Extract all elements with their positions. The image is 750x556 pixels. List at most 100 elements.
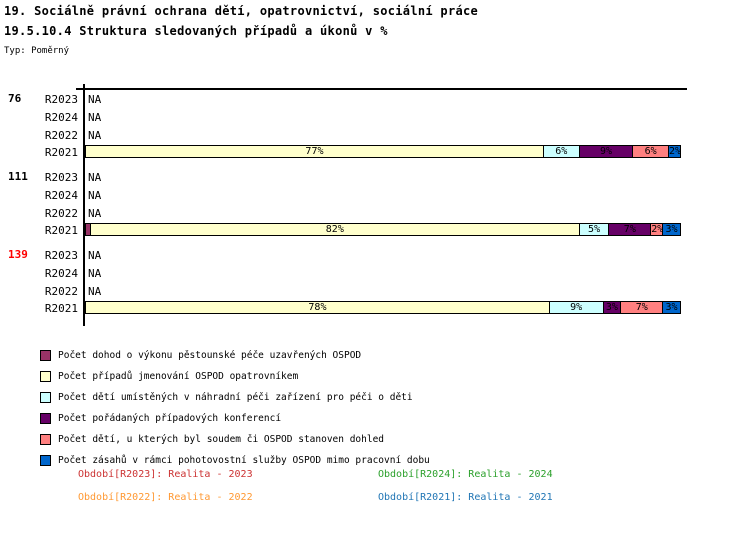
bar-segment-value: 2% xyxy=(669,146,681,158)
axis-top-line xyxy=(76,88,687,90)
legend-label: Počet pořádaných případových konferencí xyxy=(58,413,282,424)
bar-segment: 9% xyxy=(549,301,604,315)
chart-row-R2021: R2021 82% 5% 7% 2% 3% xyxy=(0,223,750,241)
na-value: NA xyxy=(88,110,102,124)
row-period-label: R2023 xyxy=(44,171,78,184)
row-period-label: R2022 xyxy=(44,284,78,298)
legend-label: Počet dětí, u kterých byl soudem či OSPO… xyxy=(58,434,385,445)
bar-segment: 7% xyxy=(621,301,664,315)
chart-row-R2022: R2022 NA xyxy=(0,284,750,302)
row-period-label: R2021 xyxy=(44,224,78,238)
bar-segment: 3% xyxy=(663,301,681,315)
row-period-label: R2021 xyxy=(44,302,78,316)
row-period-label: R2024 xyxy=(44,266,78,280)
bar-segment-value: 9% xyxy=(570,302,583,314)
bar-segment-value: 3% xyxy=(605,302,618,314)
legend-item: Počet dětí, u kterých byl soudem či OSPO… xyxy=(40,429,430,450)
legend-label: Počet dohod o výkonu pěstounské péče uza… xyxy=(58,350,362,361)
bar-segment: 5% xyxy=(579,223,610,237)
bar-segment-value: 78% xyxy=(308,302,327,314)
legend-swatch xyxy=(40,413,51,424)
bar-segment: 3% xyxy=(663,223,681,237)
bar-segment-value: 7% xyxy=(635,302,648,314)
row-period-label: R2022 xyxy=(44,128,78,142)
stacked-bar: 78% 9% 3% 7% 3% xyxy=(85,301,681,315)
bar-segment: 9% xyxy=(579,145,634,159)
bar-group-76: 76 R2023 NA R2024 NA R2022 NA R2021 77% 6% 9% 6% 2% xyxy=(0,90,750,168)
legend-swatch xyxy=(40,455,51,466)
chart-row-R2023: R2023 NA xyxy=(0,170,750,188)
bar-segment-value: 3% xyxy=(665,302,678,314)
bar-segment xyxy=(85,223,91,237)
bar-segment: 78% xyxy=(85,301,550,315)
row-period-label: R2023 xyxy=(44,93,78,106)
stacked-bar: 77% 6% 9% 6% 2% xyxy=(85,145,681,159)
bar-segment-value: 7% xyxy=(623,224,636,236)
bar-segment-value: 9% xyxy=(599,146,612,158)
bar-segment: 2% xyxy=(669,145,681,159)
chart-row-R2022: R2022 NA xyxy=(0,206,750,224)
period-definition: Období[R2021]: Realita - 2021 xyxy=(378,492,553,503)
legend-item: Počet případů jmenování OSPOD opatrovník… xyxy=(40,366,430,387)
chart-row-R2024: R2024 NA xyxy=(0,266,750,284)
row-period-label: R2023 xyxy=(44,249,78,262)
na-value: NA xyxy=(88,188,102,202)
chart-row-R2021: R2021 77% 6% 9% 6% 2% xyxy=(0,145,750,163)
chart-row-R2024: R2024 NA xyxy=(0,110,750,128)
chart-row-R2024: R2024 NA xyxy=(0,188,750,206)
chart-row-R2023: R2023 NA xyxy=(0,92,750,110)
group-id-label: 139 xyxy=(8,248,28,261)
bar-segment-value: 77% xyxy=(305,146,324,158)
bar-segment-value: 3% xyxy=(665,224,678,236)
bar-segment-value: 2% xyxy=(651,224,664,236)
report-title-line2: 19.5.10.4 Struktura sledovaných případů … xyxy=(4,24,388,38)
bar-group-111: 111 R2023 NA R2024 NA R2022 NA R2021 82% 5% 7% 2% 3% xyxy=(0,168,750,246)
group-id-label: 111 xyxy=(8,170,28,183)
bar-segment-value: 6% xyxy=(555,146,568,158)
legend-swatch xyxy=(40,350,51,361)
bar-chart-area: 76 R2023 NA R2024 NA R2022 NA R2021 77% 6% 9% 6% 2% 1… xyxy=(0,90,750,324)
legend-label: Počet případů jmenování OSPOD opatrovník… xyxy=(58,371,299,382)
na-value: NA xyxy=(88,171,102,184)
row-period-label: R2024 xyxy=(44,110,78,124)
report-title-line1: 19. Sociálně právní ochrana dětí, opatro… xyxy=(4,4,479,18)
bar-segment: 82% xyxy=(90,223,580,237)
na-value: NA xyxy=(88,128,102,142)
legend-item: Počet pořádaných případových konferencí xyxy=(40,408,430,429)
group-id-label: 76 xyxy=(8,92,22,105)
chart-type-label: Typ: Poměrný xyxy=(4,46,70,56)
legend-item: Počet zásahů v rámci pohotovostní služby… xyxy=(40,450,430,471)
na-value: NA xyxy=(88,284,102,298)
legend-swatch xyxy=(40,371,51,382)
legend-swatch xyxy=(40,434,51,445)
na-value: NA xyxy=(88,206,102,220)
chart-row-R2022: R2022 NA xyxy=(0,128,750,146)
bar-segment-value: 5% xyxy=(588,224,601,236)
legend-label: Počet dětí umístěných v náhradní péči za… xyxy=(58,392,413,403)
bar-segment: 7% xyxy=(609,223,652,237)
axis-vertical-line xyxy=(83,84,85,326)
bar-group-139: 139 R2023 NA R2024 NA R2022 NA R2021 78% 9% 3% 7% 3% xyxy=(0,246,750,324)
bar-segment-value: 82% xyxy=(325,224,344,236)
period-definition: Období[R2022]: Realita - 2022 xyxy=(78,492,253,503)
na-value: NA xyxy=(88,266,102,280)
chart-row-R2021: R2021 78% 9% 3% 7% 3% xyxy=(0,301,750,319)
bar-segment: 6% xyxy=(633,145,670,159)
legend-item: Počet dětí umístěných v náhradní péči za… xyxy=(40,387,430,408)
bar-segment: 77% xyxy=(85,145,544,159)
period-definition: Období[R2023]: Realita - 2023 xyxy=(78,469,253,480)
na-value: NA xyxy=(88,93,102,106)
bar-segment-value: 6% xyxy=(644,146,657,158)
row-period-label: R2022 xyxy=(44,206,78,220)
na-value: NA xyxy=(88,249,102,262)
row-period-label: R2021 xyxy=(44,146,78,160)
stacked-bar: 82% 5% 7% 2% 3% xyxy=(85,223,681,237)
legend-swatch xyxy=(40,392,51,403)
bar-segment: 6% xyxy=(543,145,580,159)
bar-segment: 3% xyxy=(603,301,622,315)
row-period-label: R2024 xyxy=(44,188,78,202)
bar-segment: 2% xyxy=(651,223,664,237)
legend-label: Počet zásahů v rámci pohotovostní služby… xyxy=(58,455,430,466)
period-definition: Období[R2024]: Realita - 2024 xyxy=(378,469,553,480)
